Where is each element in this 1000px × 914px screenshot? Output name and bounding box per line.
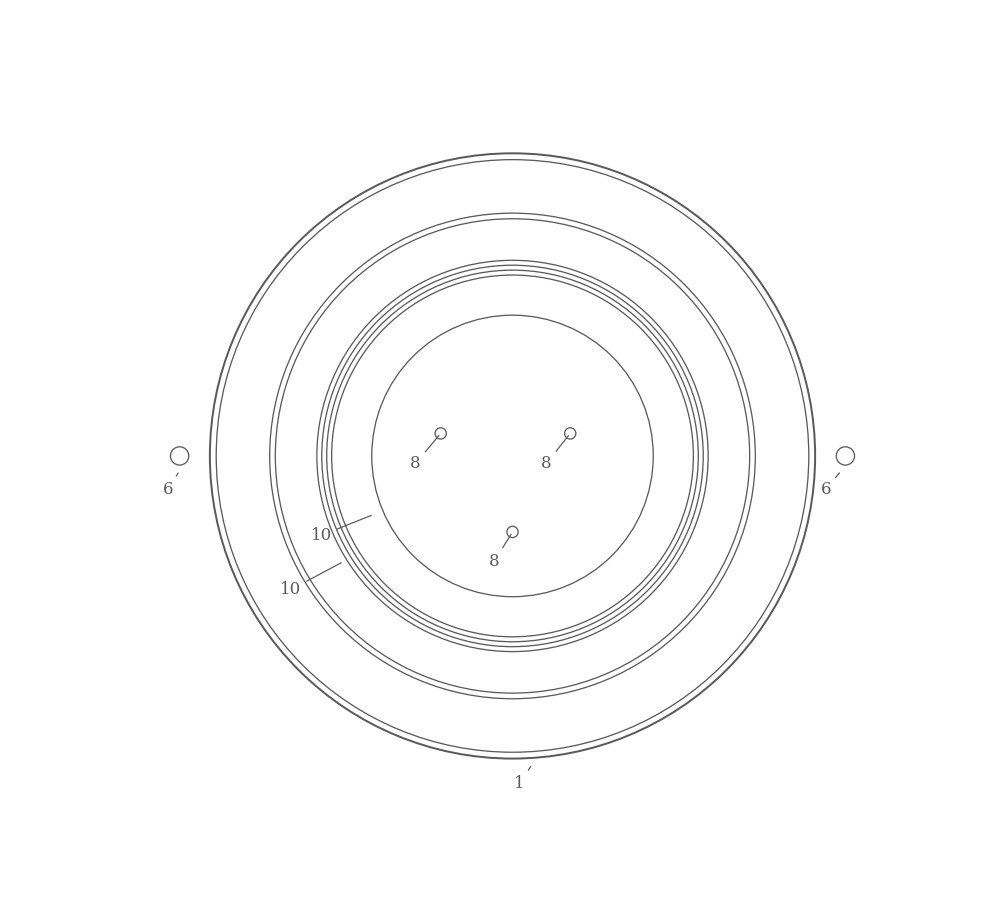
Text: 6: 6 (162, 473, 178, 498)
Text: 6: 6 (820, 473, 839, 498)
Text: 1: 1 (514, 767, 531, 792)
Text: 10: 10 (310, 515, 371, 544)
Text: 8: 8 (489, 535, 511, 570)
Text: 8: 8 (410, 436, 439, 473)
Text: 8: 8 (541, 436, 568, 473)
Text: 10: 10 (280, 563, 341, 598)
